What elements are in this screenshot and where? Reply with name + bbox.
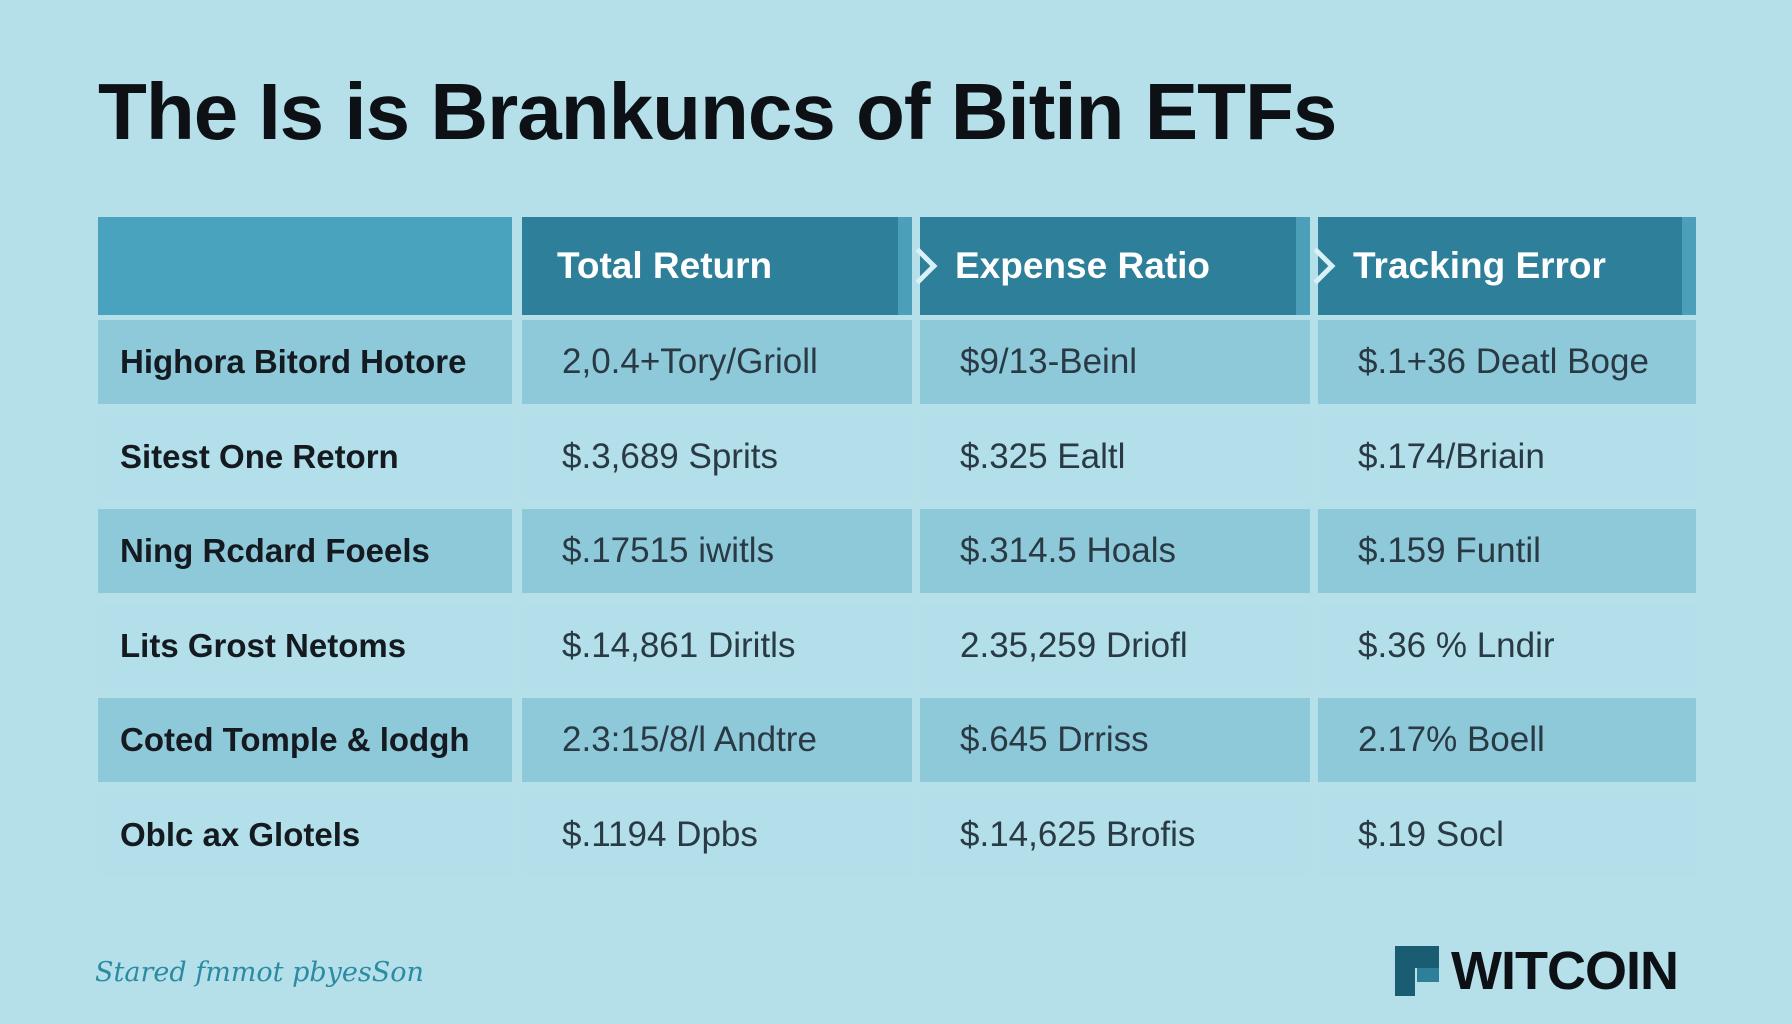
table-cell: $.159 Funtil bbox=[1318, 509, 1696, 593]
table-cell: 2.3:15/8/l Andtre bbox=[522, 698, 912, 782]
row-label: Oblc ax Glotels bbox=[98, 792, 512, 877]
brand: WITCOIN bbox=[1395, 940, 1679, 1002]
table-cell: 2.35,259 Driofl bbox=[920, 603, 1310, 688]
etf-comparison-table: Total Return Expense Ratio Tracking Error H… bbox=[98, 217, 1696, 877]
row-label: Coted Tomple & lodgh bbox=[98, 698, 512, 782]
row-label: Lits Grost Netoms bbox=[98, 603, 512, 688]
column-header: Tracking Error bbox=[1318, 217, 1696, 315]
row-label: Ning Rcdard Foeels bbox=[98, 509, 512, 593]
table-cell: $.1194 Dpbs bbox=[522, 792, 912, 877]
table-cell: $.19 Socl bbox=[1318, 792, 1696, 877]
table-cell: $.17515 iwitls bbox=[522, 509, 912, 593]
table-cell: $.1+36 Deatl Boge bbox=[1318, 320, 1696, 404]
table-cell: $.3,689 Sprits bbox=[522, 414, 912, 499]
brand-logo-icon bbox=[1395, 946, 1439, 996]
table-cell: $.14,625 Brofis bbox=[920, 792, 1310, 877]
table-cell: $.645 Drriss bbox=[920, 698, 1310, 782]
row-label: Sitest One Retorn bbox=[98, 414, 512, 499]
table-cell: 2.17% Boell bbox=[1318, 698, 1696, 782]
column-header: Total Return bbox=[522, 217, 912, 315]
brand-name: WITCOIN bbox=[1451, 941, 1679, 1001]
table-cell: $.325 Ealtl bbox=[920, 414, 1310, 499]
table-cell: $.314.5 Hoals bbox=[920, 509, 1310, 593]
table-cell: $9/13-Beinl bbox=[920, 320, 1310, 404]
column-header: Expense Ratio bbox=[920, 217, 1310, 315]
table-cell: 2,0.4+Tory/Grioll bbox=[522, 320, 912, 404]
table-cell: $.174/Briain bbox=[1318, 414, 1696, 499]
table-header-corner bbox=[98, 217, 512, 315]
table-cell: $.36 % Lndir bbox=[1318, 603, 1696, 688]
row-label: Highora Bitord Hotore bbox=[98, 320, 512, 404]
table-cell: $.14,861 Diritls bbox=[522, 603, 912, 688]
page-title: The Is is Brankuncs of Bitin ETFs bbox=[98, 67, 1337, 156]
footer-note: Stared fmmot pbyesSon bbox=[95, 957, 424, 988]
